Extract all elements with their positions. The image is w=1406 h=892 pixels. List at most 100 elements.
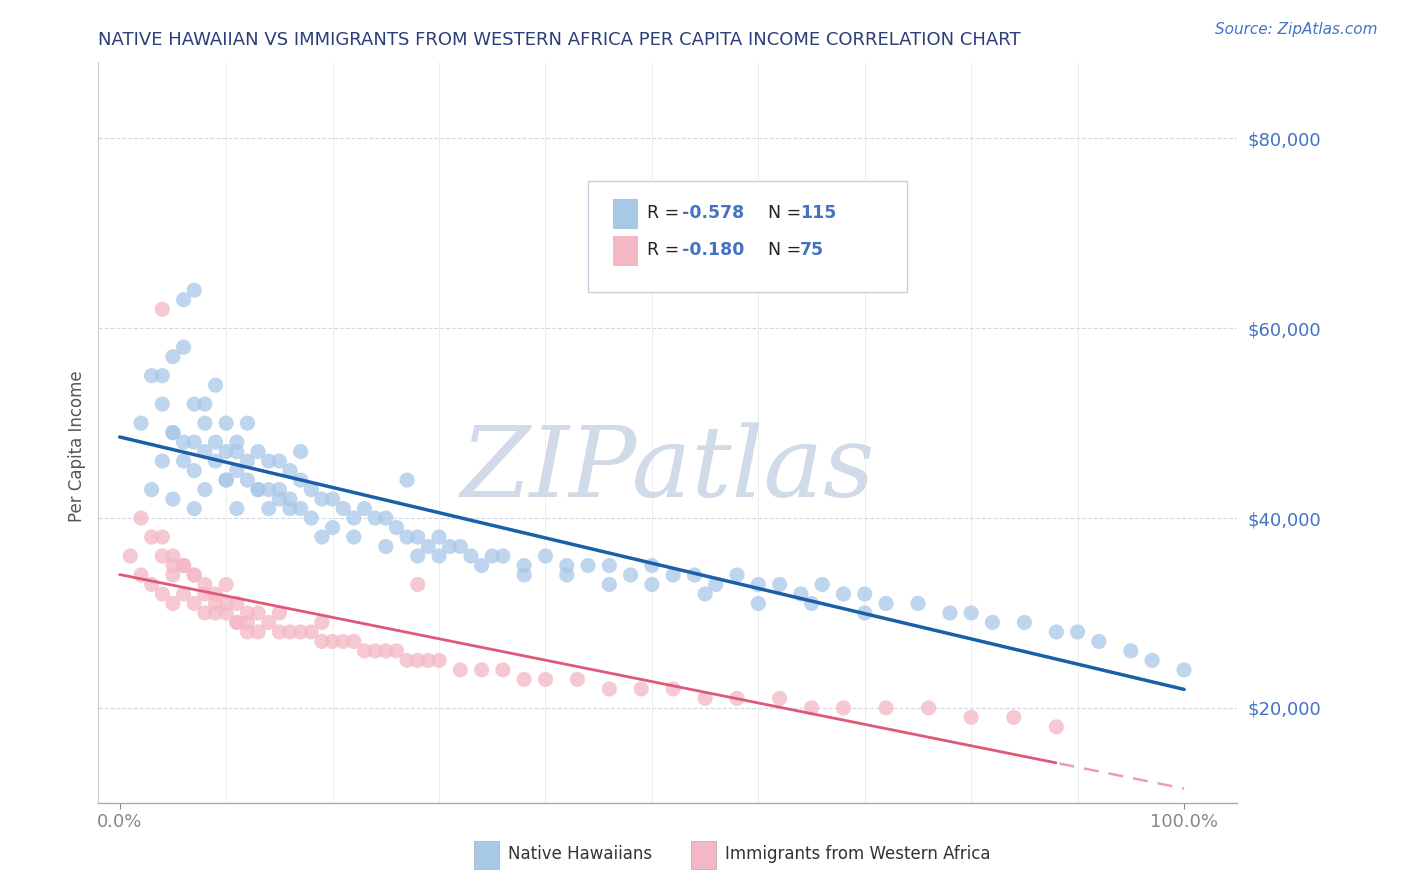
FancyBboxPatch shape [474, 841, 499, 870]
Text: R =: R = [647, 241, 685, 259]
Point [449, 663, 471, 677]
Point [598, 681, 620, 696]
Point [215, 473, 238, 487]
Point [141, 530, 163, 544]
FancyBboxPatch shape [613, 200, 638, 229]
Point [332, 501, 354, 516]
Point [194, 483, 217, 497]
Point [418, 540, 440, 554]
Point [1014, 615, 1036, 630]
Point [173, 340, 195, 354]
Point [960, 606, 983, 620]
Point [374, 511, 396, 525]
Point [492, 549, 515, 563]
Text: 75: 75 [800, 241, 824, 259]
Point [183, 464, 205, 478]
Point [693, 587, 716, 601]
Point [269, 454, 291, 468]
Point [481, 549, 503, 563]
Point [290, 444, 312, 458]
Point [364, 644, 387, 658]
Point [907, 597, 929, 611]
Point [1119, 644, 1142, 658]
Point [322, 520, 344, 534]
Text: Per Capita Income: Per Capita Income [69, 370, 86, 522]
Point [257, 483, 280, 497]
Point [194, 444, 217, 458]
FancyBboxPatch shape [588, 181, 907, 292]
Point [215, 444, 238, 458]
Point [225, 597, 247, 611]
Point [225, 615, 247, 630]
Text: Immigrants from Western Africa: Immigrants from Western Africa [725, 845, 990, 863]
Point [204, 597, 226, 611]
Text: -0.180: -0.180 [682, 241, 744, 259]
Point [183, 283, 205, 297]
Point [173, 293, 195, 307]
Point [471, 558, 494, 573]
Point [960, 710, 983, 724]
Point [150, 587, 173, 601]
Point [236, 416, 259, 430]
Point [162, 491, 184, 506]
Point [513, 568, 536, 582]
Text: 115: 115 [800, 203, 837, 222]
Point [269, 624, 291, 639]
Point [204, 606, 226, 620]
Point [1140, 653, 1163, 667]
Point [768, 691, 790, 706]
Point [555, 568, 578, 582]
Point [141, 483, 163, 497]
Point [129, 568, 152, 582]
Text: Native Hawaiians: Native Hawaiians [509, 845, 652, 863]
Point [278, 491, 301, 506]
Point [150, 454, 173, 468]
Point [418, 653, 440, 667]
Point [460, 549, 482, 563]
Point [194, 416, 217, 430]
Point [173, 558, 195, 573]
Point [396, 653, 419, 667]
Point [576, 558, 599, 573]
Point [385, 644, 408, 658]
Point [257, 454, 280, 468]
Point [406, 530, 429, 544]
Point [534, 549, 557, 563]
Point [811, 577, 834, 591]
Point [141, 368, 163, 383]
Point [693, 691, 716, 706]
Point [162, 425, 184, 440]
Point [247, 483, 270, 497]
Point [917, 701, 939, 715]
Point [406, 577, 429, 591]
Point [662, 568, 685, 582]
Point [353, 501, 375, 516]
Point [875, 701, 897, 715]
Point [555, 558, 578, 573]
Point [278, 501, 301, 516]
Point [194, 606, 217, 620]
Point [173, 558, 195, 573]
Point [800, 597, 823, 611]
Point [150, 549, 173, 563]
Text: -0.578: -0.578 [682, 203, 744, 222]
Point [853, 606, 876, 620]
Point [162, 568, 184, 582]
Point [385, 520, 408, 534]
Point [183, 597, 205, 611]
Point [269, 606, 291, 620]
Point [427, 549, 450, 563]
FancyBboxPatch shape [690, 841, 716, 870]
Point [875, 597, 897, 611]
Point [311, 634, 333, 648]
Point [322, 634, 344, 648]
Point [162, 425, 184, 440]
Text: R =: R = [647, 203, 685, 222]
Point [183, 568, 205, 582]
Point [290, 624, 312, 639]
Point [257, 615, 280, 630]
Point [173, 454, 195, 468]
FancyBboxPatch shape [613, 236, 638, 266]
Point [194, 577, 217, 591]
Point [204, 454, 226, 468]
